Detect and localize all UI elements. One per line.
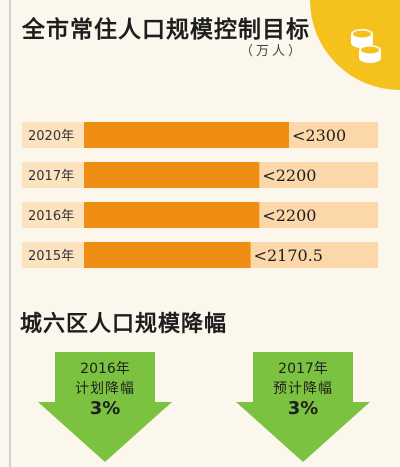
category-label-box bbox=[22, 242, 84, 268]
coin-stack-icon bbox=[351, 29, 381, 63]
bar bbox=[84, 122, 289, 148]
category-label: 2020年 bbox=[28, 129, 74, 144]
arrow-year: 2016年 bbox=[80, 361, 130, 377]
bar bbox=[84, 202, 260, 228]
page-title: 全市常住人口规模控制目标 bbox=[22, 17, 310, 43]
category-label-box bbox=[22, 122, 84, 148]
section-title: 城六区人口规模降幅 bbox=[20, 312, 228, 337]
arrow-value: 3% bbox=[89, 398, 121, 419]
arrow-label: 预计降幅 bbox=[273, 381, 333, 397]
category-label-box bbox=[22, 202, 84, 228]
bar bbox=[84, 242, 251, 268]
value-label: <2300 bbox=[292, 126, 346, 145]
bar bbox=[84, 162, 260, 188]
arrow-value: 3% bbox=[287, 398, 319, 419]
value-label: <2170.5 bbox=[254, 246, 323, 265]
arrow-label: 计划降幅 bbox=[75, 381, 135, 397]
down-arrow-icon bbox=[38, 352, 172, 462]
category-label: 2015年 bbox=[28, 249, 74, 264]
down-arrow-icon bbox=[236, 352, 370, 462]
corner-badge bbox=[310, 0, 400, 90]
category-label-box bbox=[22, 162, 84, 188]
arrow-card-2016: 2016年 计划降幅 3% bbox=[38, 352, 172, 462]
population-bar-chart: 2020年 <2300 2017年 <2200 2016年 <2200 2015年 <2170… bbox=[22, 122, 378, 268]
category-label: 2017年 bbox=[28, 169, 74, 184]
category-label: 2016年 bbox=[28, 209, 74, 224]
value-label: <2200 bbox=[262, 206, 316, 225]
arrow-year: 2017年 bbox=[278, 361, 328, 377]
unit-label: （万人） bbox=[240, 44, 305, 59]
left-rule bbox=[9, 0, 11, 467]
arrow-card-2017: 2017年 预计降幅 3% bbox=[236, 352, 370, 462]
value-label: <2200 bbox=[262, 166, 316, 185]
